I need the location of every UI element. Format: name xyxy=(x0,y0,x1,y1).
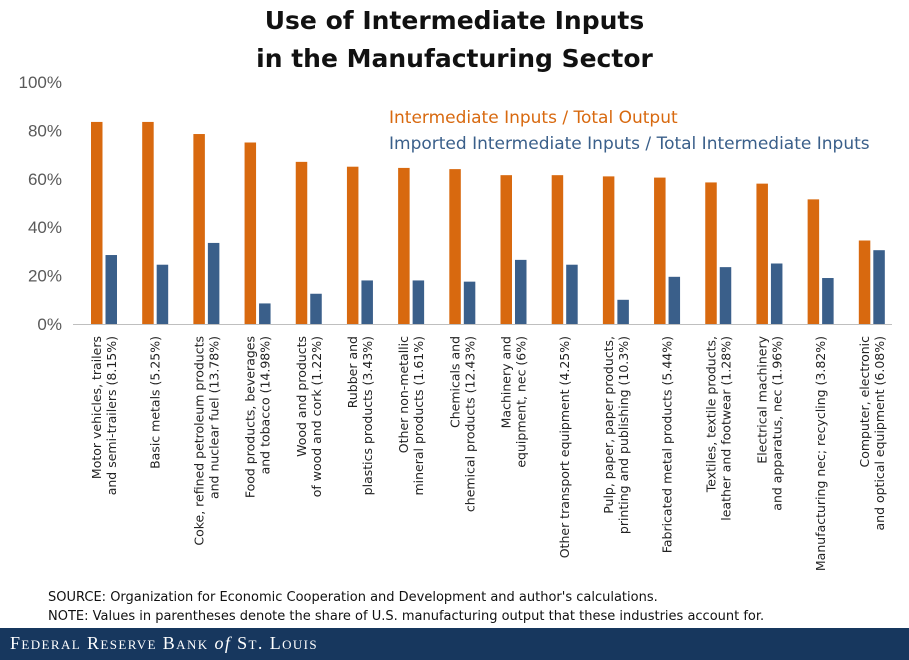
x-tick-label: Other transport equipment (4.25%) xyxy=(557,336,572,558)
y-tick-label: 20% xyxy=(28,267,62,286)
x-tick-label: Fabricated metal products (5.44%) xyxy=(660,336,675,553)
bar-imported-inputs xyxy=(259,303,271,324)
bar-imported-inputs xyxy=(822,278,834,324)
x-tick-label: Food products, beveragesand tobacco (14.… xyxy=(243,336,273,498)
bar-intermediate-inputs xyxy=(244,142,257,324)
bar-imported-inputs xyxy=(515,259,527,324)
x-tick-label: Electrical machineryand apparatus, nec (… xyxy=(754,335,784,510)
bar-intermediate-inputs xyxy=(91,121,103,325)
bar-imported-inputs xyxy=(668,276,681,324)
x-tick-label: Rubber andplastics products (3.43%) xyxy=(345,336,375,495)
bar-intermediate-inputs xyxy=(602,176,615,324)
bar-intermediate-inputs xyxy=(705,182,717,324)
bar-imported-inputs xyxy=(873,250,885,324)
bar-imported-inputs xyxy=(463,281,476,324)
x-tick-label: Other non-metallicmineral products (1.61… xyxy=(396,336,426,496)
bar-intermediate-inputs xyxy=(346,166,359,324)
source-note: SOURCE: Organization for Economic Cooper… xyxy=(48,590,658,605)
bar-intermediate-inputs xyxy=(807,199,820,324)
legend-entry-imported: Imported Intermediate Inputs / Total Int… xyxy=(389,134,870,154)
bar-imported-inputs xyxy=(310,293,322,324)
chart-title: Use of Intermediate Inputs xyxy=(264,6,645,35)
bar-intermediate-inputs xyxy=(756,183,768,324)
chart-subtitle: in the Manufacturing Sector xyxy=(256,44,653,73)
bar-imported-inputs xyxy=(207,242,220,324)
bar-imported-inputs xyxy=(156,264,169,324)
footer-bar: Federal Reserve Bank of St. Louis xyxy=(0,628,909,660)
bar-imported-inputs xyxy=(361,280,373,324)
y-tick-label: 0% xyxy=(37,315,62,334)
bar-imported-inputs xyxy=(412,280,425,324)
x-tick-label: Coke, refined petroleum productsand nucl… xyxy=(191,336,221,546)
y-tick-label: 40% xyxy=(28,218,62,237)
y-tick-label: 80% xyxy=(28,121,62,140)
explanatory-note: NOTE: Values in parentheses denote the s… xyxy=(48,609,765,624)
x-tick-label: Manufacturing nec; recycling (3.82%) xyxy=(813,336,828,571)
x-tick-label: Machinery andequipment, nec (6%) xyxy=(499,336,529,468)
legend-entry-intermediate: Intermediate Inputs / Total Output xyxy=(389,108,678,128)
bar-imported-inputs xyxy=(105,255,117,324)
bar-intermediate-inputs xyxy=(654,177,666,324)
footer-logo-text: Federal Reserve Bank of St. Louis xyxy=(10,633,319,653)
bar-intermediate-inputs xyxy=(858,240,871,324)
bar-imported-inputs xyxy=(566,264,578,324)
y-tick-label: 100% xyxy=(19,73,62,92)
bar-intermediate-inputs xyxy=(193,134,205,324)
bar-imported-inputs xyxy=(770,263,783,324)
y-tick-label: 60% xyxy=(28,170,62,189)
bar-intermediate-inputs xyxy=(398,167,410,324)
x-tick-label: Computer, electronicand optical equipmen… xyxy=(857,336,887,531)
bar-intermediate-inputs xyxy=(449,169,461,324)
x-tick-label: Textiles, textile products,leather and f… xyxy=(703,336,733,521)
x-tick-label: Pulp, paper, paper products,printing and… xyxy=(601,336,631,534)
x-tick-label: Wood and productsof wood and cork (1.22%… xyxy=(294,336,324,497)
bar-intermediate-inputs xyxy=(142,121,154,325)
bar-imported-inputs xyxy=(617,299,629,324)
bar-imported-inputs xyxy=(719,267,732,324)
bar-intermediate-inputs xyxy=(295,161,308,324)
bar-intermediate-inputs xyxy=(551,175,564,324)
x-tick-label: Motor vehicles, trailersand semi-trailer… xyxy=(89,336,119,495)
x-tick-label: Chemicals andchemical products (12.43%) xyxy=(447,336,477,512)
x-tick-label: Basic metals (5.25%) xyxy=(148,336,163,469)
bar-intermediate-inputs xyxy=(500,175,512,324)
bar-chart: 0% 20% 40% 60% 80% 100% Motor vehicles, traile… xyxy=(19,73,892,571)
